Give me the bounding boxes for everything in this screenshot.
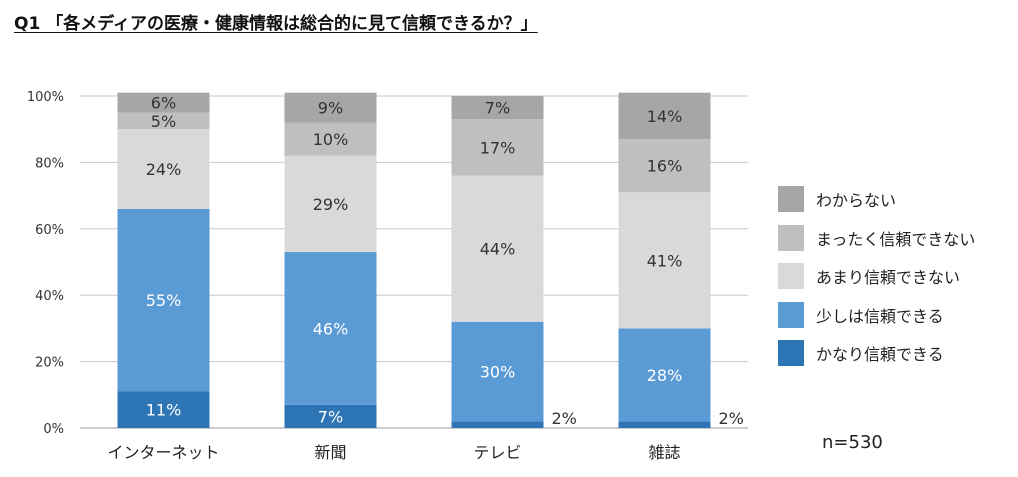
data-label: 44% bbox=[480, 240, 516, 259]
data-label: 29% bbox=[313, 195, 349, 214]
x-tick-label: 雑誌 bbox=[648, 443, 680, 462]
y-tick-label: 0% bbox=[43, 422, 64, 437]
data-label: 30% bbox=[480, 363, 516, 382]
bar-segment bbox=[451, 321, 544, 422]
bar-segment bbox=[284, 122, 377, 156]
legend-item: 少しは信頼できる bbox=[778, 296, 975, 335]
x-axis: インターネット 新聞 テレビ 雑誌 bbox=[107, 443, 680, 462]
bar-segment bbox=[451, 119, 544, 176]
y-tick-label: 20% bbox=[35, 356, 64, 371]
bar-segment bbox=[117, 129, 210, 209]
legend-swatch bbox=[778, 301, 804, 328]
legend-item: あまり信頼できない bbox=[778, 257, 975, 296]
y-axis: 0% 20% 40% 60% 80% 100% bbox=[27, 90, 64, 437]
data-label: 7% bbox=[318, 407, 343, 426]
data-label: 14% bbox=[647, 107, 683, 126]
bar-segment bbox=[284, 252, 377, 405]
bar-segment bbox=[618, 192, 711, 329]
data-label: 10% bbox=[313, 130, 349, 149]
y-tick-label: 40% bbox=[35, 289, 64, 304]
data-label: 11% bbox=[146, 401, 182, 420]
y-tick-label: 100% bbox=[27, 90, 64, 105]
bar-segment bbox=[451, 175, 544, 322]
data-label: 24% bbox=[146, 160, 182, 179]
legend-label: まったく信頼できない bbox=[816, 229, 976, 249]
legend-item: わからない bbox=[778, 180, 975, 219]
legend-swatch bbox=[778, 263, 804, 290]
data-label: 7% bbox=[485, 99, 510, 118]
bar-segment bbox=[284, 404, 377, 428]
data-label: 6% bbox=[151, 94, 176, 113]
data-label: 28% bbox=[647, 366, 683, 385]
data-label: 2% bbox=[719, 409, 744, 428]
bar-segment bbox=[618, 328, 711, 422]
data-label: 5% bbox=[151, 112, 176, 131]
bar-segment bbox=[117, 112, 210, 130]
stacked-bar-chart: 0% 20% 40% 60% 80% 100% 11% 55% 24% 5%6% 7% 46% 29%… bbox=[27, 90, 748, 462]
bar-segment bbox=[618, 421, 711, 428]
bars: 11% 55% 24% 5%6% 7% 46% 29% 10% 9% 2% 30% 44% 17% 7% 2… bbox=[117, 92, 744, 428]
bar-segment bbox=[451, 96, 544, 120]
bar-segment bbox=[284, 92, 377, 123]
legend-item: まったく信頼できない bbox=[778, 219, 975, 258]
legend-label: あまり信頼できない bbox=[816, 268, 961, 288]
data-label: 41% bbox=[647, 251, 683, 270]
bar-segment bbox=[284, 155, 377, 253]
bar-segment bbox=[618, 92, 711, 140]
data-label: 55% bbox=[146, 291, 182, 310]
data-label: 16% bbox=[647, 157, 683, 176]
data-label: 17% bbox=[480, 138, 516, 157]
data-label: 46% bbox=[313, 319, 349, 338]
data-label: 9% bbox=[318, 99, 343, 118]
legend-swatch bbox=[778, 340, 804, 367]
bar-segment bbox=[117, 92, 210, 113]
data-label: 2% bbox=[552, 409, 577, 428]
legend-label: 少しは信頼できる bbox=[816, 306, 944, 326]
sample-size-note: n=530 bbox=[822, 432, 883, 453]
bar-segment bbox=[117, 208, 210, 392]
bar-segment bbox=[451, 421, 544, 428]
legend-swatch bbox=[778, 186, 804, 213]
x-tick-label: インターネット bbox=[107, 443, 219, 462]
chart-title: Q1 「各メディアの医療・健康情報は総合的に見て信頼できるか？」 bbox=[14, 14, 538, 34]
bar-segment bbox=[618, 139, 711, 193]
bar-segment bbox=[117, 391, 210, 428]
legend-label: かなり信頼できる bbox=[816, 345, 944, 365]
legend-swatch bbox=[778, 224, 804, 251]
y-tick-label: 60% bbox=[35, 223, 64, 238]
legend-label: わからない bbox=[816, 191, 897, 211]
x-tick-label: テレビ bbox=[473, 443, 521, 462]
y-tick-label: 80% bbox=[35, 156, 64, 171]
legend: わからないまったく信頼できない あまり信頼できない 少しは信頼できる かなり信頼できる bbox=[778, 180, 975, 373]
x-tick-label: 新聞 bbox=[314, 443, 346, 462]
legend-item: かなり信頼できる bbox=[778, 334, 975, 373]
